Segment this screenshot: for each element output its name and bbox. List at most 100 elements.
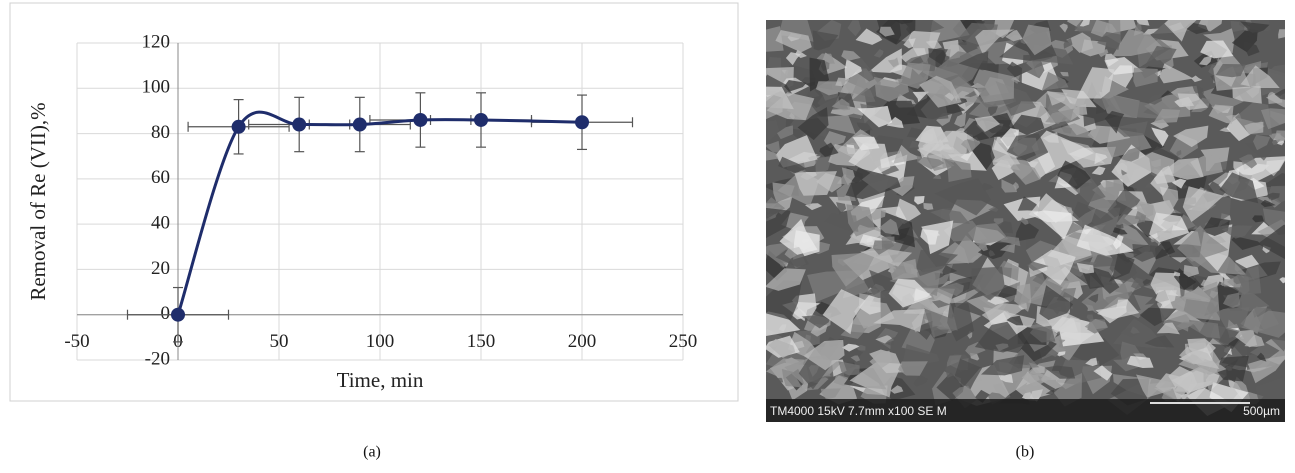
y-tick-label: 120 [142, 31, 171, 52]
sem-particle [1274, 88, 1285, 100]
sem-particle [1176, 321, 1197, 332]
sem-particle [914, 196, 925, 205]
sem-particle [841, 343, 860, 352]
sem-particle [1120, 146, 1141, 162]
sem-particle [784, 80, 807, 92]
sem-particle [1220, 278, 1234, 286]
scale-label: 500µm [1243, 404, 1280, 418]
sem-particle [1088, 293, 1099, 303]
sem-particle [851, 87, 876, 103]
sem-particle [1046, 91, 1068, 106]
sem-particle [993, 153, 1021, 165]
sem-particle [923, 203, 934, 211]
sem-particle [1088, 266, 1120, 294]
sem-particle [1145, 45, 1177, 66]
sem-particle [1183, 265, 1200, 278]
sem-particle [960, 137, 981, 153]
sem-image: TM4000 15kV 7.7mm x100 SE M 500µm [766, 20, 1285, 422]
sem-particle [781, 368, 803, 388]
sem-particle [1164, 20, 1197, 42]
sem-particle [918, 127, 940, 159]
sem-particle [848, 143, 891, 176]
sem-particle [1189, 319, 1221, 339]
sem-particle [1110, 378, 1150, 406]
sem-particle [1134, 22, 1142, 31]
sem-particle [1244, 139, 1281, 161]
sem-particle [1149, 212, 1190, 243]
x-tick-label: 100 [366, 331, 395, 352]
sem-particle [1266, 192, 1280, 201]
sem-particle [844, 59, 862, 81]
sem-particle [1243, 41, 1260, 57]
sem-particle [784, 247, 797, 259]
sem-particle [1219, 172, 1259, 204]
sem-particle [819, 142, 839, 157]
sem-particle [1070, 201, 1114, 230]
sem-particle [1012, 182, 1020, 191]
sem-particle [1108, 253, 1135, 282]
sem-particle [902, 344, 940, 367]
sem-particle [1107, 188, 1141, 218]
sem-particle [1257, 196, 1273, 203]
sem-particle [1022, 24, 1052, 56]
sem-particle [947, 302, 974, 342]
y-tick-label: 100 [142, 77, 171, 98]
sem-particle [1151, 127, 1169, 147]
sem-particle [975, 29, 1015, 55]
sem-particle [987, 106, 998, 116]
sem-particle [1095, 305, 1127, 324]
sem-particle [1139, 307, 1177, 327]
sem-particle [916, 249, 959, 277]
sem-particle [1076, 262, 1095, 274]
sem-particle [1173, 271, 1181, 277]
sem-particle [1238, 154, 1258, 169]
sem-particle [999, 244, 1016, 254]
sem-particle [866, 236, 874, 243]
sem-particle [1208, 104, 1234, 124]
sem-particle [1222, 292, 1241, 309]
sem-particle [1097, 31, 1122, 50]
sem-particle [1010, 161, 1042, 185]
sem-particle [872, 240, 895, 255]
sem-particle [835, 77, 850, 87]
sem-particle [1030, 249, 1076, 286]
sem-particle [1096, 49, 1109, 58]
sem-particle [903, 38, 916, 49]
sem-particle [879, 26, 895, 37]
sem-particle [1156, 322, 1180, 335]
sem-particle [875, 20, 916, 45]
sem-particle [1059, 23, 1068, 33]
sem-particle [1132, 243, 1164, 262]
sem-particle [1060, 71, 1069, 77]
sem-particle [1014, 218, 1040, 242]
sem-particle [1065, 335, 1120, 368]
x-tick-label: 250 [669, 331, 698, 352]
sem-particle [766, 280, 802, 321]
sem-particle [1240, 21, 1270, 37]
marker [292, 117, 307, 132]
sem-particle [804, 88, 820, 99]
sem-particle [1057, 160, 1091, 190]
sem-particle [1232, 85, 1262, 104]
sem-particle [1237, 266, 1262, 296]
sem-particle [914, 320, 933, 340]
sem-particle [766, 119, 780, 144]
sem-particle [1155, 373, 1193, 402]
sem-particle [1231, 236, 1262, 250]
sem-particle [1155, 290, 1177, 305]
sem-particle [908, 30, 941, 67]
sem-particle [1159, 63, 1194, 84]
sem-particle [1187, 338, 1216, 362]
sem-particle [954, 112, 967, 128]
sem-particle [898, 62, 931, 89]
sem-particle [1144, 335, 1175, 348]
sem-particle [848, 56, 878, 82]
sem-particle [794, 171, 838, 196]
sem-particle [1252, 134, 1271, 151]
sem-particle [1006, 315, 1024, 326]
sem-particle [1126, 355, 1154, 368]
sem-particle [988, 206, 999, 212]
sem-particle [766, 92, 815, 121]
sem-particle [766, 149, 779, 161]
sem-particle [797, 107, 829, 141]
